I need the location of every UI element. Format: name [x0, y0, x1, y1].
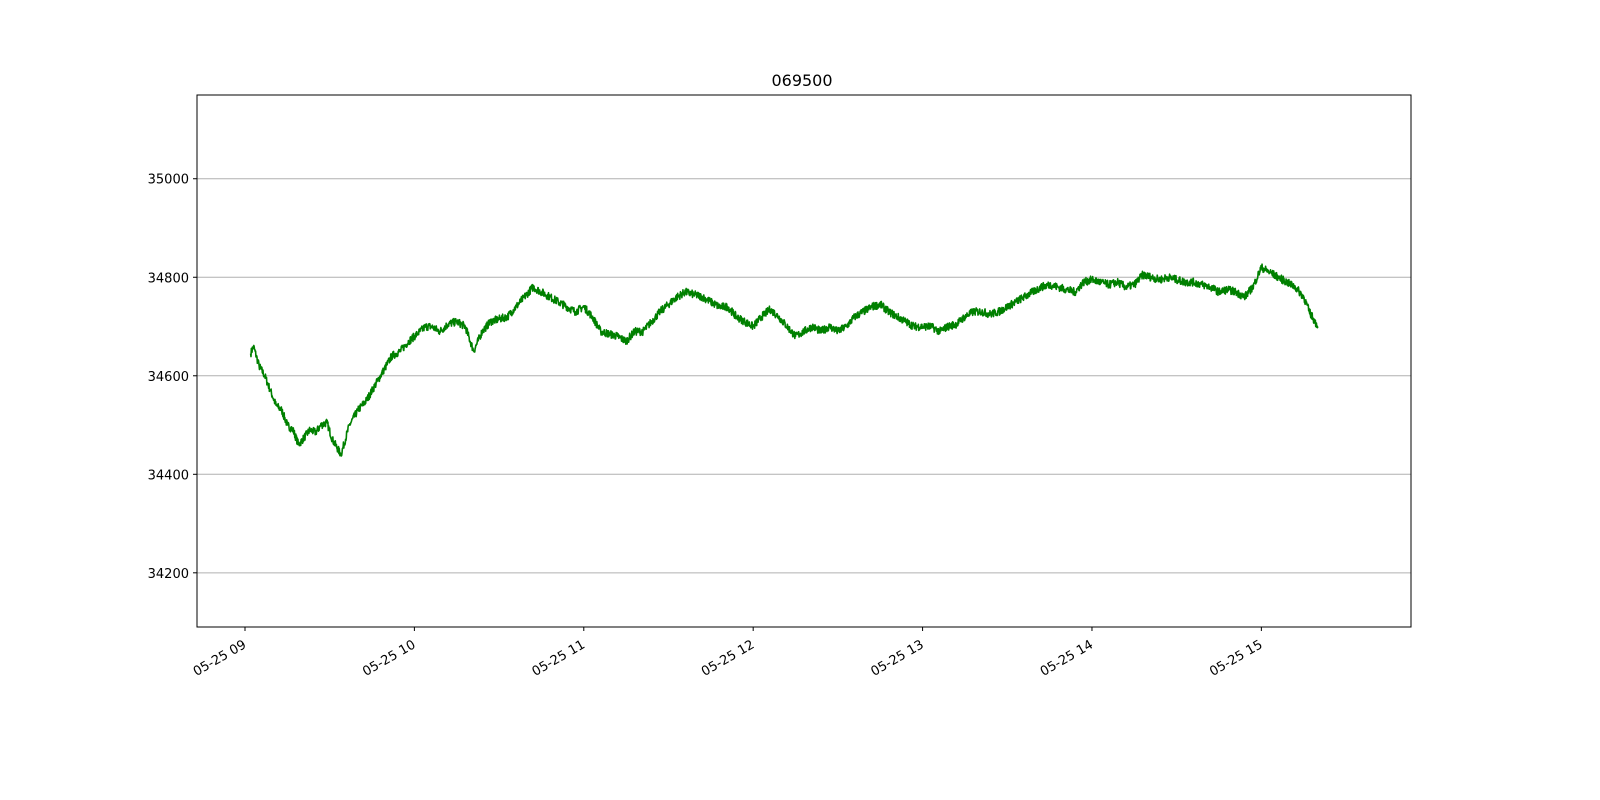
- grid-lines: [197, 178, 1411, 574]
- y-tick-label: 34600: [148, 370, 189, 385]
- chart-title: 069500: [771, 71, 832, 90]
- y-tick-label: 34200: [148, 567, 189, 582]
- y-tick-label: 35000: [148, 173, 189, 188]
- y-axis: 34200 34400 34600 34800 35000: [148, 173, 197, 582]
- series-line-0: [249, 263, 1319, 457]
- plot-frame: [196, 94, 1412, 628]
- y-tick-label: 34800: [148, 271, 189, 286]
- series-lines: [249, 263, 1319, 457]
- y-tick-label: 34400: [148, 468, 189, 483]
